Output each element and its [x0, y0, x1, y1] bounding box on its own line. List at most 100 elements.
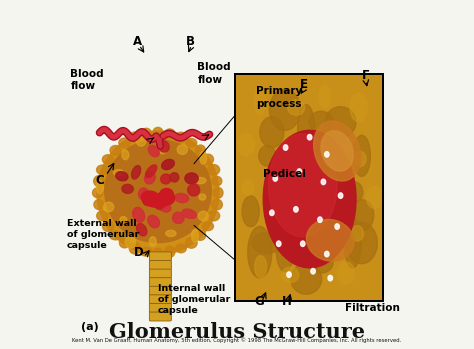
- Ellipse shape: [212, 176, 222, 186]
- Ellipse shape: [145, 193, 159, 206]
- Ellipse shape: [158, 141, 169, 152]
- Ellipse shape: [158, 201, 171, 212]
- Ellipse shape: [308, 134, 312, 140]
- Ellipse shape: [182, 209, 196, 218]
- Text: B: B: [186, 35, 195, 48]
- Ellipse shape: [335, 224, 339, 229]
- Ellipse shape: [185, 173, 198, 184]
- Ellipse shape: [148, 215, 160, 228]
- Text: Blood
flow: Blood flow: [198, 62, 231, 84]
- Ellipse shape: [188, 184, 200, 196]
- Ellipse shape: [162, 159, 174, 170]
- Ellipse shape: [129, 132, 140, 142]
- Bar: [235, 74, 383, 301]
- Ellipse shape: [309, 252, 333, 273]
- FancyBboxPatch shape: [149, 286, 172, 295]
- Text: G: G: [255, 295, 264, 307]
- Text: Filtration: Filtration: [345, 303, 400, 313]
- Ellipse shape: [325, 107, 356, 138]
- FancyBboxPatch shape: [149, 295, 172, 304]
- Text: E: E: [300, 78, 308, 91]
- Text: C: C: [95, 174, 104, 187]
- Ellipse shape: [137, 223, 147, 236]
- Ellipse shape: [263, 130, 356, 268]
- Text: Kent M. Van De Graaff, Human Anatomy, 5th edition, Copyright © 1998 The McGraw-H: Kent M. Van De Graaff, Human Anatomy, 5t…: [73, 337, 401, 343]
- Ellipse shape: [354, 151, 366, 167]
- Ellipse shape: [255, 256, 267, 278]
- Ellipse shape: [129, 243, 141, 254]
- Ellipse shape: [120, 217, 127, 223]
- Ellipse shape: [122, 184, 133, 193]
- Ellipse shape: [211, 199, 222, 210]
- Ellipse shape: [166, 230, 176, 237]
- Text: D: D: [134, 246, 144, 259]
- Ellipse shape: [102, 221, 113, 231]
- Ellipse shape: [288, 100, 305, 115]
- Ellipse shape: [198, 211, 209, 221]
- FancyBboxPatch shape: [149, 304, 172, 312]
- Ellipse shape: [237, 133, 255, 156]
- Ellipse shape: [153, 248, 163, 258]
- Ellipse shape: [175, 132, 187, 142]
- Ellipse shape: [125, 235, 136, 248]
- FancyBboxPatch shape: [149, 269, 172, 278]
- Ellipse shape: [154, 193, 174, 206]
- Ellipse shape: [276, 241, 281, 246]
- Ellipse shape: [149, 237, 156, 246]
- Ellipse shape: [325, 251, 329, 257]
- Ellipse shape: [140, 247, 152, 256]
- Ellipse shape: [94, 176, 104, 186]
- Ellipse shape: [319, 85, 331, 107]
- FancyBboxPatch shape: [149, 260, 172, 269]
- Ellipse shape: [175, 193, 189, 202]
- Ellipse shape: [186, 237, 197, 248]
- Ellipse shape: [346, 182, 363, 202]
- Ellipse shape: [314, 121, 361, 181]
- Ellipse shape: [102, 155, 114, 164]
- Ellipse shape: [321, 131, 353, 171]
- Ellipse shape: [149, 195, 166, 207]
- Ellipse shape: [353, 135, 370, 177]
- Ellipse shape: [273, 176, 277, 181]
- Ellipse shape: [141, 191, 151, 206]
- Ellipse shape: [191, 229, 199, 242]
- Ellipse shape: [177, 145, 188, 155]
- Ellipse shape: [153, 127, 163, 138]
- Ellipse shape: [248, 227, 272, 278]
- Text: Blood
flow: Blood flow: [70, 69, 104, 91]
- Ellipse shape: [276, 230, 293, 272]
- Ellipse shape: [109, 231, 121, 240]
- Ellipse shape: [306, 220, 354, 261]
- Ellipse shape: [92, 188, 103, 198]
- Ellipse shape: [196, 178, 206, 184]
- Ellipse shape: [131, 165, 141, 179]
- Text: F: F: [362, 69, 370, 82]
- Ellipse shape: [110, 146, 121, 155]
- Ellipse shape: [208, 165, 219, 175]
- Ellipse shape: [282, 267, 299, 283]
- Ellipse shape: [344, 216, 361, 268]
- Ellipse shape: [260, 117, 284, 148]
- Text: Pedicel: Pedicel: [263, 169, 306, 179]
- Text: External wall
of glomerular
capsule: External wall of glomerular capsule: [67, 218, 139, 250]
- Ellipse shape: [94, 200, 104, 209]
- Ellipse shape: [311, 268, 315, 274]
- Ellipse shape: [146, 165, 157, 178]
- Ellipse shape: [291, 263, 322, 294]
- Ellipse shape: [170, 173, 179, 182]
- Ellipse shape: [298, 105, 315, 156]
- FancyBboxPatch shape: [149, 252, 172, 261]
- Ellipse shape: [155, 195, 168, 207]
- Bar: [235, 74, 383, 301]
- Ellipse shape: [113, 170, 124, 176]
- Ellipse shape: [287, 272, 291, 277]
- Ellipse shape: [164, 129, 175, 139]
- Ellipse shape: [96, 181, 103, 194]
- Ellipse shape: [161, 174, 171, 184]
- Ellipse shape: [145, 172, 155, 184]
- Ellipse shape: [318, 217, 322, 222]
- Ellipse shape: [148, 146, 159, 157]
- Ellipse shape: [259, 146, 276, 166]
- Ellipse shape: [350, 200, 374, 231]
- Ellipse shape: [213, 187, 223, 198]
